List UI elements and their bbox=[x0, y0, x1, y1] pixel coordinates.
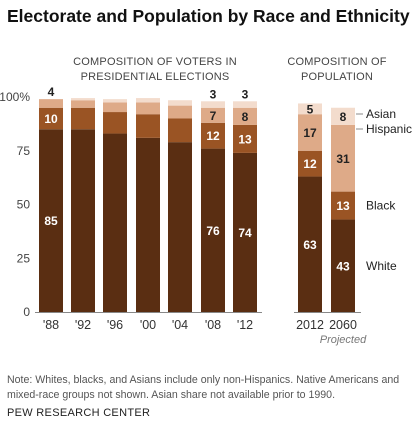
legend-label-white: White bbox=[366, 259, 397, 273]
data-label: 13 bbox=[238, 132, 252, 146]
bar-segment-asian bbox=[103, 99, 127, 103]
bar-segment-white bbox=[168, 142, 192, 312]
bar-segment-black bbox=[233, 124, 257, 153]
y-tick-label: 75 bbox=[17, 144, 31, 158]
bar-segment-white bbox=[201, 148, 225, 312]
y-tick-label: 0 bbox=[23, 305, 30, 319]
bar-segment-hispanic bbox=[233, 107, 257, 125]
y-tick-label: 100% bbox=[0, 90, 30, 104]
bar-segment-hispanic bbox=[103, 102, 127, 113]
bar-segment-asian bbox=[233, 101, 257, 108]
bar-segment-hispanic bbox=[71, 100, 95, 108]
data-label: 8 bbox=[242, 110, 249, 124]
data-label: 3 bbox=[210, 87, 217, 101]
data-label: 10 bbox=[44, 112, 58, 126]
projected-note: Projected bbox=[320, 334, 367, 346]
x-tick-label: '00 bbox=[140, 318, 156, 332]
bar-segment-asian bbox=[71, 98, 95, 101]
bar-segment-hispanic bbox=[39, 99, 63, 108]
bar-segment-black bbox=[71, 107, 95, 130]
x-tick-label: '88 bbox=[43, 318, 59, 332]
x-tick-label: 2012 bbox=[296, 318, 324, 332]
legend-label-black: Black bbox=[366, 199, 396, 213]
data-label: 3 bbox=[242, 87, 249, 101]
bar-segment-hispanic bbox=[331, 124, 355, 192]
bar-segment-white bbox=[298, 176, 322, 312]
bar-segment-white bbox=[331, 219, 355, 312]
subtitle-population: COMPOSITION OF POPULATION bbox=[287, 56, 387, 83]
bar-segment-asian bbox=[331, 107, 355, 125]
legend-label-hispanic: Hispanic bbox=[366, 122, 412, 136]
x-tick-label: 2060 bbox=[329, 318, 357, 332]
bar-segment-hispanic bbox=[168, 105, 192, 119]
data-label: 74 bbox=[238, 226, 252, 240]
x-tick-label: '92 bbox=[75, 318, 91, 332]
data-label: 12 bbox=[303, 157, 317, 171]
data-label: 7 bbox=[210, 109, 217, 123]
x-tick-label: '04 bbox=[172, 318, 188, 332]
chart-title: Electorate and Population by Race and Et… bbox=[7, 6, 410, 26]
data-label: 13 bbox=[336, 199, 350, 213]
bar-segment-asian bbox=[168, 100, 192, 106]
data-label: 12 bbox=[206, 129, 220, 143]
data-label: 5 bbox=[307, 102, 314, 116]
y-tick-label: 50 bbox=[17, 198, 31, 212]
bar-segment-asian bbox=[136, 98, 160, 103]
data-label: 76 bbox=[206, 224, 220, 238]
data-label: 8 bbox=[340, 110, 347, 124]
bar-segment-black bbox=[201, 122, 225, 149]
bar-segment-black bbox=[298, 150, 322, 177]
bar-segment-black bbox=[168, 118, 192, 143]
bar-segment-black bbox=[331, 191, 355, 220]
bar-segment-black bbox=[103, 112, 127, 134]
bar-segment-black bbox=[39, 107, 63, 130]
bar-segment-asian bbox=[201, 101, 225, 108]
bar-segment-hispanic bbox=[201, 107, 225, 123]
x-tick-label: '12 bbox=[237, 318, 253, 332]
bar-segment-white bbox=[233, 152, 257, 312]
bar-segment-hispanic bbox=[136, 102, 160, 115]
bar-segment-black bbox=[136, 114, 160, 138]
bar-segment-asian bbox=[298, 103, 322, 115]
data-label: 17 bbox=[303, 126, 317, 140]
data-label: 85 bbox=[44, 214, 58, 228]
chart-note: Note: Whites, blacks, and Asians include… bbox=[7, 374, 400, 401]
legend-label-asian: Asian bbox=[366, 107, 396, 121]
data-label: 4 bbox=[48, 85, 55, 99]
bar-segment-white bbox=[39, 129, 63, 312]
bar-segment-white bbox=[136, 137, 160, 312]
data-label: 31 bbox=[336, 152, 350, 166]
x-tick-label: '96 bbox=[107, 318, 123, 332]
x-tick-label: '08 bbox=[205, 318, 221, 332]
bar-segment-white bbox=[103, 133, 127, 312]
bar-segment-white bbox=[71, 129, 95, 312]
data-label: 43 bbox=[336, 259, 350, 273]
data-label: 63 bbox=[303, 238, 317, 252]
source-label: PEW RESEARCH CENTER bbox=[7, 407, 151, 419]
bar-segment-hispanic bbox=[298, 114, 322, 151]
y-tick-label: 25 bbox=[17, 251, 31, 265]
subtitle-voters: COMPOSITION OF VOTERS IN PRESIDENTIAL EL… bbox=[73, 56, 237, 83]
